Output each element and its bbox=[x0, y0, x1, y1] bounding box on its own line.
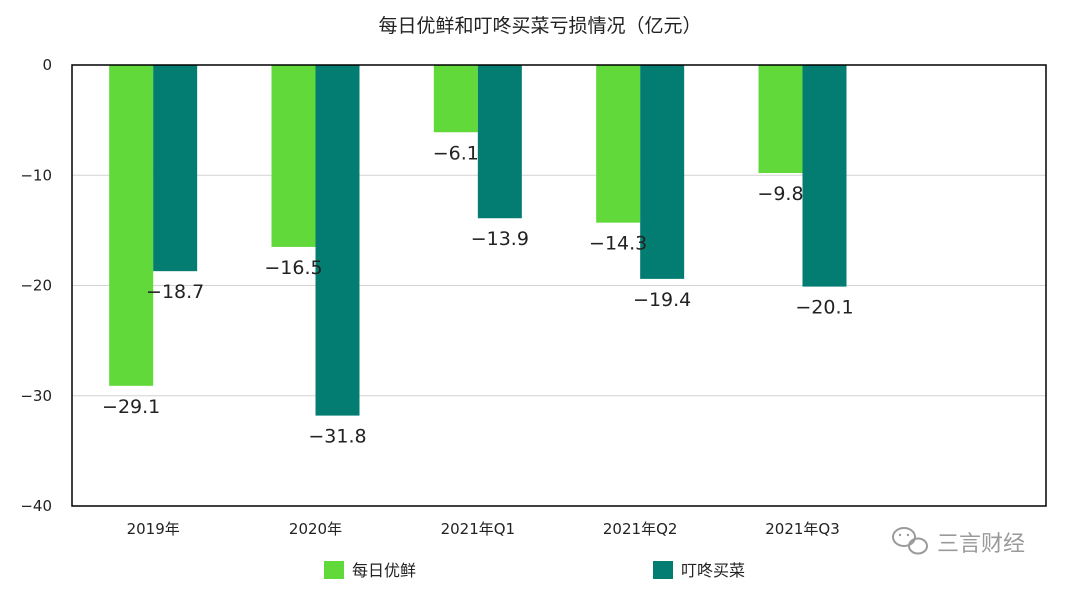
grid-lines bbox=[72, 64, 1046, 507]
chart-title: 每日优鲜和叮咚买菜亏损情况（亿元） bbox=[378, 15, 701, 37]
data-label: −14.3 bbox=[589, 233, 647, 255]
bar-series-2 bbox=[802, 65, 847, 287]
legend: 每日优鲜 叮咚买菜 bbox=[324, 561, 745, 580]
x-category-label: 2020年 bbox=[289, 520, 342, 538]
data-label: −18.7 bbox=[146, 281, 204, 303]
x-category-label: 2019年 bbox=[127, 520, 180, 538]
plot-frame bbox=[71, 64, 1047, 507]
bar-series-1 bbox=[109, 65, 154, 386]
bar-series-2 bbox=[153, 65, 198, 272]
legend-swatch bbox=[653, 561, 673, 579]
bar-series-1 bbox=[596, 65, 641, 223]
watermark: 三言财经 bbox=[892, 527, 1025, 557]
bar-series-2 bbox=[477, 65, 522, 219]
legend-label: 每日优鲜 bbox=[352, 561, 416, 580]
data-label: −31.8 bbox=[308, 426, 366, 448]
legend-swatch bbox=[324, 561, 344, 579]
x-axis-categories: 2019年 2020年 2021年Q1 2021年Q2 2021年Q3 bbox=[127, 520, 840, 538]
legend-label: 叮咚买菜 bbox=[681, 561, 745, 580]
x-category-label: 2021年Q1 bbox=[441, 520, 516, 538]
y-axis-ticks: 0 −10 −20 −30 −40 bbox=[20, 56, 52, 515]
wechat-icon bbox=[892, 527, 928, 555]
bar-series-2 bbox=[315, 65, 360, 416]
watermark-text: 三言财经 bbox=[937, 532, 1025, 557]
y-tick-label: −30 bbox=[20, 387, 52, 405]
data-label: −19.4 bbox=[633, 289, 691, 311]
bar-series-1 bbox=[758, 65, 803, 174]
x-category-label: 2021年Q3 bbox=[765, 520, 840, 538]
data-label: −20.1 bbox=[795, 297, 853, 319]
bar-series-2 bbox=[640, 65, 685, 279]
y-tick-label: −20 bbox=[20, 277, 52, 295]
x-category-label: 2021年Q2 bbox=[603, 520, 678, 538]
data-label: −9.8 bbox=[757, 183, 803, 205]
data-label: −16.5 bbox=[264, 257, 322, 279]
data-label: −29.1 bbox=[102, 396, 160, 418]
data-labels: −29.1 −18.7 −16.5 −31.8 −6.1 −13.9 −14.3 −19.4 −… bbox=[102, 142, 854, 447]
y-tick-label: −40 bbox=[20, 497, 52, 515]
bar-series-1 bbox=[271, 65, 316, 247]
y-tick-label: −10 bbox=[20, 166, 52, 184]
bars bbox=[109, 65, 847, 416]
data-label: −6.1 bbox=[433, 142, 479, 164]
data-label: −13.9 bbox=[471, 228, 529, 250]
y-tick-label: 0 bbox=[42, 56, 52, 74]
bar-series-1 bbox=[433, 65, 478, 133]
